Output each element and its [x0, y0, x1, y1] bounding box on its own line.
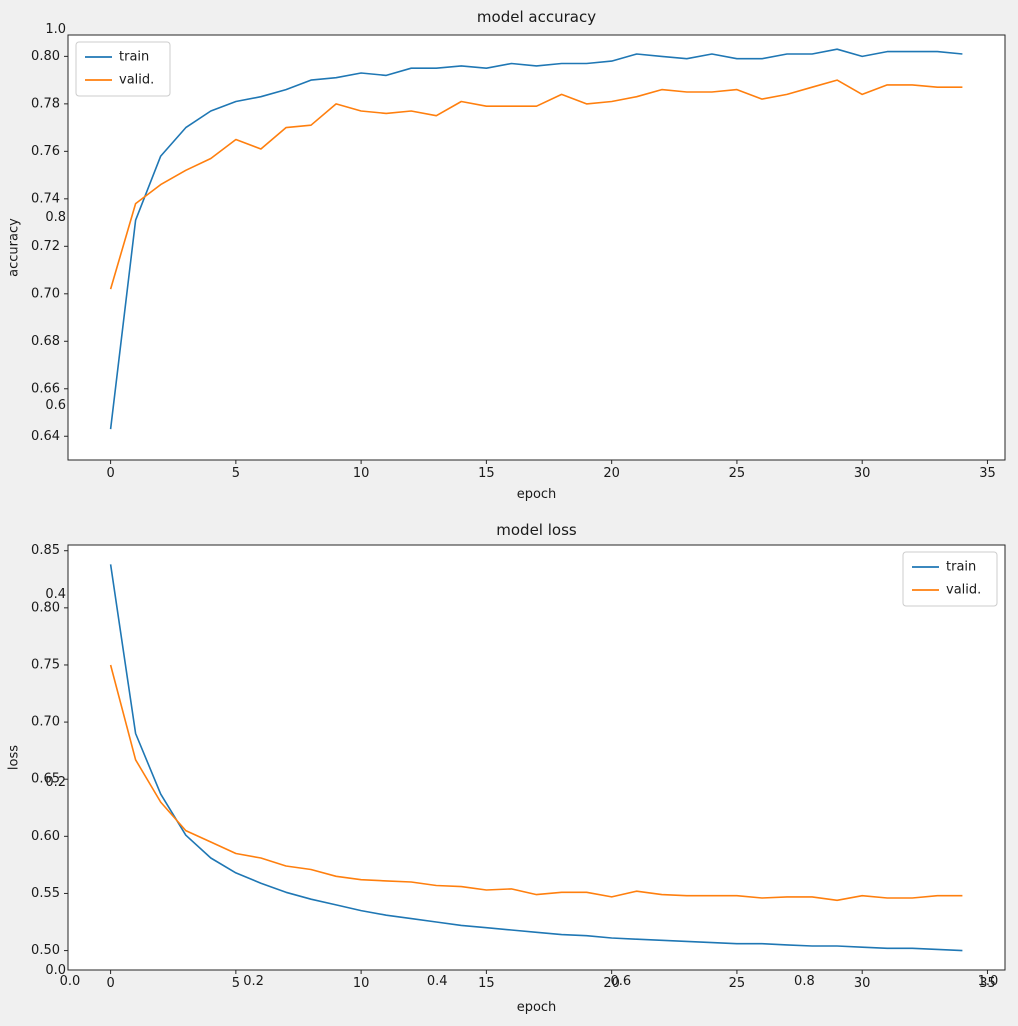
bg-y-tick-label: 0.6	[45, 398, 66, 414]
bg-x-tick-label: 0.0	[59, 974, 81, 989]
y-tick-label: 0.64	[31, 429, 60, 444]
x-tick-label: 0	[106, 976, 114, 991]
bg-y-tick-label: 0.0	[45, 963, 66, 978]
accuracy-chart-title: model accuracy	[476, 8, 597, 26]
legend-valid-label: valid.	[946, 583, 981, 598]
bg-x-tick-label: 0.4	[426, 974, 448, 989]
bg-y-tick-label: 0.4	[45, 586, 66, 602]
y-tick-label: 0.72	[31, 239, 60, 254]
x-tick-label: 20	[603, 976, 620, 991]
x-tick-label: 10	[353, 976, 370, 991]
y-tick-label: 0.76	[31, 144, 60, 159]
plot-area	[68, 545, 1005, 970]
x-tick-label: 10	[353, 466, 370, 481]
y-tick-label: 0.85	[31, 543, 60, 558]
valid-line	[109, 664, 963, 902]
bg-y-tick-label: 0.2	[45, 774, 66, 790]
y-tick-label: 0.80	[31, 49, 60, 64]
accuracy-xlabel: epoch	[516, 487, 557, 502]
y-tick-label: 0.65	[31, 772, 60, 787]
bg-x-tick-label: 0.2	[243, 974, 264, 989]
y-tick-label: 0.80	[31, 600, 60, 615]
bg-x-tick-label: 0.6	[610, 974, 632, 989]
legend-valid-label: valid.	[119, 73, 154, 88]
y-tick-label: 0.60	[31, 829, 60, 844]
x-tick-label: 35	[979, 976, 996, 991]
x-tick-label: 30	[854, 976, 871, 991]
x-tick-label: 25	[729, 976, 746, 991]
valid-line	[109, 79, 963, 290]
train-line	[109, 48, 963, 430]
y-tick-label: 0.75	[31, 657, 60, 672]
x-tick-label: 0	[106, 466, 114, 481]
y-tick-label: 0.66	[31, 381, 60, 396]
axes-frame	[67, 34, 1006, 461]
x-tick-label: 20	[603, 466, 620, 481]
y-tick-label: 0.78	[31, 96, 60, 111]
loss-chart-title: model loss	[496, 521, 577, 539]
x-tick-label: 15	[478, 466, 495, 481]
loss-xlabel: epoch	[516, 1000, 557, 1015]
bg-x-tick-label: 0.8	[794, 974, 815, 989]
y-tick-label: 0.50	[31, 943, 60, 958]
legend-train-label: train	[946, 560, 976, 575]
y-tick-label: 0.70	[31, 715, 60, 730]
bg-y-tick-label: 1.0	[45, 22, 66, 37]
x-tick-label: 5	[232, 976, 240, 991]
legend	[75, 41, 171, 97]
bg-x-tick-label: 1.0	[977, 974, 999, 989]
x-tick-label: 35	[979, 466, 996, 481]
train-line	[109, 564, 963, 952]
axes-frame	[67, 544, 1006, 971]
y-tick-label: 0.74	[31, 191, 60, 206]
x-tick-label: 5	[232, 466, 240, 481]
x-tick-label: 15	[478, 976, 495, 991]
x-tick-label: 25	[729, 466, 746, 481]
legend-train-label: train	[119, 50, 149, 65]
y-tick-label: 0.68	[31, 334, 60, 349]
y-tick-label: 0.70	[31, 286, 60, 301]
y-tick-label: 0.55	[31, 886, 60, 901]
bg-y-tick-label: 0.8	[45, 210, 66, 226]
x-tick-label: 30	[854, 466, 871, 481]
legend	[902, 551, 998, 607]
